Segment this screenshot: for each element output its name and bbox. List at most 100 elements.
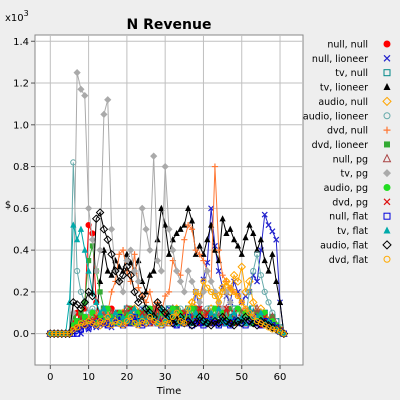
data-point	[91, 214, 101, 224]
data-point	[74, 330, 81, 337]
data-point	[269, 326, 276, 333]
data-point	[126, 270, 136, 280]
data-point	[104, 313, 111, 321]
data-point	[229, 270, 239, 280]
data-point	[230, 288, 238, 295]
data-point	[227, 225, 234, 232]
data-point	[206, 321, 216, 330]
x-tick-label: 60	[274, 372, 287, 383]
data-point	[74, 324, 81, 331]
legend-label: null, lioneer	[312, 54, 368, 65]
data-point	[68, 298, 78, 307]
data-point	[142, 225, 150, 233]
legend-marker	[383, 212, 391, 220]
y-tick-label: 1.4	[13, 37, 29, 48]
data-point	[66, 330, 73, 337]
data-point	[54, 330, 62, 337]
data-point	[176, 277, 185, 286]
data-point	[104, 96, 112, 104]
data-point	[195, 312, 204, 322]
legend-marker	[382, 153, 392, 163]
data-point	[89, 309, 96, 316]
data-point	[81, 322, 88, 329]
data-point	[135, 322, 142, 329]
x-tick-label: 30	[159, 372, 172, 383]
y-tick-label: 1.2	[13, 79, 29, 90]
legend-label: audio, null	[318, 97, 368, 108]
data-point	[104, 267, 111, 274]
data-point	[157, 267, 165, 275]
data-point	[227, 313, 234, 320]
data-point	[162, 221, 169, 228]
data-point	[93, 322, 100, 329]
legend-label: audio, pg	[324, 183, 368, 194]
data-point	[246, 288, 253, 295]
legend-label: dvd, null	[327, 126, 368, 137]
data-point	[265, 222, 272, 229]
legend-marker	[383, 83, 391, 91]
data-point	[237, 262, 247, 272]
data-point	[192, 250, 199, 257]
y-tick-label: 1.0	[13, 120, 29, 131]
legend-label: tv, lioneer	[320, 83, 368, 94]
data-point	[173, 267, 181, 275]
y-axis-label: $	[5, 200, 11, 211]
data-point	[204, 236, 211, 243]
data-point	[139, 309, 146, 316]
data-point	[51, 330, 58, 337]
legend-marker	[383, 54, 391, 62]
legend-label: audio, lioneer	[303, 111, 368, 122]
legend-label: null, flat	[329, 212, 368, 223]
data-point	[226, 298, 234, 306]
series-dvd-flat	[47, 278, 287, 337]
x-tick-label: 0	[47, 372, 53, 383]
data-point	[219, 272, 226, 279]
data-point	[234, 242, 242, 249]
data-point	[260, 318, 270, 328]
data-point	[248, 298, 258, 307]
data-point	[124, 310, 130, 316]
data-point	[119, 313, 127, 320]
data-point	[135, 284, 142, 291]
y-multiplier-exp: 3	[24, 9, 29, 18]
data-point	[168, 318, 178, 328]
legend-label: tv, pg	[341, 169, 368, 180]
data-point	[154, 236, 161, 243]
data-point	[261, 288, 268, 295]
x-tick-label: 20	[121, 372, 134, 383]
data-point	[183, 316, 193, 326]
data-point	[81, 313, 88, 321]
data-point	[72, 300, 82, 309]
data-point	[146, 313, 153, 321]
data-point	[70, 314, 76, 320]
data-point	[139, 313, 146, 320]
data-point	[153, 298, 162, 307]
data-point	[146, 288, 153, 295]
data-point	[146, 246, 154, 254]
data-point	[196, 251, 203, 258]
data-point	[62, 330, 69, 337]
data-point	[225, 318, 235, 328]
data-point	[246, 221, 253, 228]
data-point	[246, 309, 253, 316]
data-point	[100, 320, 108, 327]
data-point	[99, 224, 109, 234]
legend-marker	[383, 198, 391, 206]
y-multiplier-base: x10	[5, 13, 24, 24]
data-point	[261, 211, 268, 218]
data-point	[107, 225, 116, 233]
chart-title: N Revenue	[127, 17, 212, 33]
data-point	[227, 306, 233, 312]
data-point	[142, 320, 150, 327]
data-point	[70, 330, 77, 337]
data-point	[100, 305, 108, 312]
x-axis-label: Time	[156, 386, 181, 397]
data-point	[142, 288, 150, 295]
data-point	[177, 225, 184, 232]
data-point	[157, 304, 166, 313]
data-point	[181, 236, 188, 243]
data-point	[173, 229, 180, 237]
data-point	[172, 316, 181, 326]
data-point	[111, 266, 120, 276]
legend-marker	[383, 69, 391, 77]
